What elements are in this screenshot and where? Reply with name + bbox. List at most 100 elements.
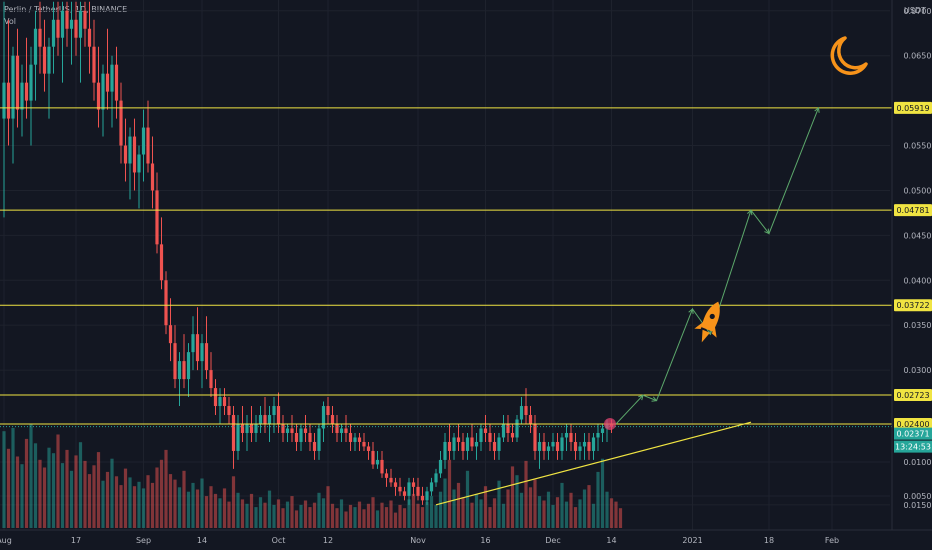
- candle-body: [348, 432, 353, 442]
- volume-bar: [191, 482, 195, 528]
- candle-body: [393, 482, 398, 487]
- candle-body: [132, 136, 137, 173]
- candle-body: [114, 64, 119, 101]
- candle-body: [299, 428, 303, 442]
- levels-layer: 0.05919 0.04781 0.03722 0.02723 0.024000.023…: [0, 101, 932, 453]
- candle-body: [78, 10, 83, 38]
- volume-bar: [497, 480, 501, 528]
- volume-bar: [438, 491, 443, 528]
- candle-body: [173, 343, 177, 380]
- candle-body: [344, 428, 348, 433]
- candle-body: [249, 424, 254, 433]
- volume-bar: [609, 498, 614, 528]
- volume-bar: [83, 460, 87, 528]
- time-tick-label: Aug: [0, 536, 12, 545]
- volume-bar: [299, 504, 303, 528]
- volume-bar: [123, 468, 128, 528]
- volume-bar: [456, 482, 461, 528]
- symbol-title[interactable]: Perlin / TetherUS, 1D, BINANCE: [4, 5, 128, 14]
- candle-body: [20, 82, 24, 110]
- volume-bar: [33, 443, 38, 528]
- candle-body: [227, 406, 231, 416]
- candle-body: [434, 473, 438, 483]
- candle-body: [164, 280, 168, 326]
- candle-body: [537, 441, 542, 451]
- volume-bar: [591, 503, 596, 528]
- price-axis-unit[interactable]: USDT: [904, 6, 926, 15]
- candle-body: [42, 46, 47, 74]
- volume-bar: [366, 503, 371, 528]
- volume-layer: [2, 423, 623, 528]
- candle-body: [564, 432, 569, 438]
- time-tick-label: 18: [764, 536, 774, 545]
- candle-body: [69, 19, 74, 29]
- volume-bar: [573, 507, 578, 528]
- time-axis: Aug 17 Sep 14 Oct 12 Nov 16 Dec 14 2021 18 Feb: [0, 529, 932, 545]
- volume-bar: [155, 467, 159, 528]
- projection-arrowhead: [764, 228, 770, 235]
- candle-body: [272, 406, 276, 416]
- volume-bar: [236, 492, 240, 528]
- candle-body: [425, 491, 429, 501]
- level-badge: [894, 204, 932, 217]
- volume-legend[interactable]: Vol: [4, 17, 16, 26]
- candle-body: [524, 406, 528, 416]
- candle-body: [312, 441, 317, 451]
- candle-body: [452, 437, 456, 451]
- candle-body: [411, 482, 416, 487]
- volume-bar: [380, 502, 384, 528]
- volume-bar: [240, 499, 245, 528]
- projection-arrowhead: [638, 394, 644, 401]
- candle-body: [510, 432, 515, 438]
- candle-body: [150, 163, 155, 191]
- candle-body: [186, 352, 191, 380]
- volume-bar: [132, 486, 137, 528]
- candle-body: [573, 441, 578, 451]
- candle-body: [29, 64, 33, 101]
- candle-body: [303, 428, 308, 433]
- candle-body: [276, 406, 281, 424]
- volume-bar: [114, 476, 119, 528]
- volume-bar: [596, 471, 600, 528]
- volume-bar: [65, 449, 69, 528]
- candle-body: [582, 441, 587, 447]
- volume-bar: [483, 486, 488, 528]
- volume-bar: [150, 482, 155, 528]
- volume-bar: [263, 502, 267, 528]
- projection-path: [615, 107, 819, 425]
- candle-body: [47, 46, 51, 74]
- candle-body: [308, 432, 312, 442]
- volume-bar: [177, 487, 182, 528]
- volume-bar: [353, 507, 357, 528]
- volume-bar: [344, 511, 348, 528]
- candle-body: [83, 10, 87, 29]
- volume-bar: [56, 434, 60, 528]
- candle-body: [384, 473, 389, 478]
- volume-bar: [290, 496, 294, 528]
- volume-bar: [168, 474, 173, 528]
- volume-bar: [222, 488, 227, 528]
- volume-bar: [294, 510, 299, 528]
- level-label: 0.04781: [896, 206, 929, 215]
- candle-body: [38, 28, 42, 47]
- volume-bar: [317, 492, 321, 528]
- volume-bar: [420, 507, 425, 528]
- moon-icon: [830, 36, 868, 75]
- volume-bar: [6, 448, 11, 528]
- volume-bar: [164, 449, 168, 528]
- volume-bar: [173, 479, 177, 528]
- volume-bar: [92, 465, 96, 528]
- volume-bar: [141, 488, 146, 528]
- candle-body: [263, 415, 267, 424]
- countdown-label: 13:24:53: [895, 443, 931, 452]
- volume-bar: [614, 501, 618, 528]
- candle-body: [236, 424, 240, 451]
- candle-body: [416, 486, 420, 496]
- candle-body: [191, 334, 195, 353]
